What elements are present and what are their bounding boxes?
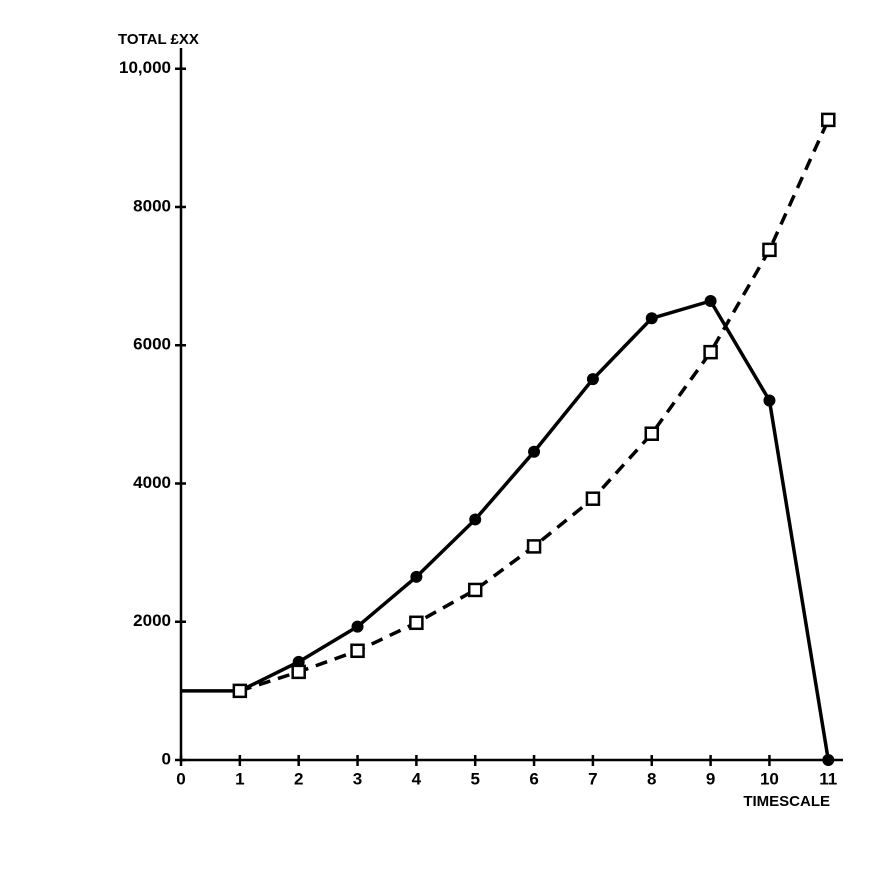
point — [644, 426, 660, 441]
y-tick-label: 2000 — [133, 611, 171, 630]
point — [526, 539, 542, 554]
point — [350, 643, 365, 659]
x-tick-label: 7 — [588, 769, 597, 788]
y-tick-label: 4000 — [133, 473, 171, 492]
point — [645, 312, 658, 325]
x-tick-label: 5 — [470, 769, 479, 788]
point — [469, 513, 482, 526]
y-tick-label: 0 — [162, 749, 171, 768]
series-line — [239, 119, 830, 693]
point — [763, 394, 776, 407]
x-axis-label: TIMESCALE — [743, 793, 830, 810]
x-tick-label: 0 — [176, 769, 185, 788]
point — [585, 491, 601, 506]
x-tick-label: 1 — [235, 769, 244, 788]
y-tick-label: 8000 — [133, 196, 171, 215]
x-tick-label: 9 — [706, 769, 715, 788]
x-tick-label: 2 — [294, 769, 303, 788]
x-tick-label: 6 — [529, 769, 538, 788]
y-tick-label: 10,000 — [119, 58, 171, 77]
x-tick-label: 8 — [647, 769, 656, 788]
point — [703, 344, 718, 360]
y-tick-label: 6000 — [133, 335, 171, 354]
x-tick-label: 11 — [819, 769, 837, 788]
x-tick-label: 3 — [353, 769, 362, 788]
y-axis-label: TOTAL £XX — [118, 31, 199, 48]
point — [704, 295, 717, 308]
point — [232, 683, 248, 699]
point — [467, 582, 483, 598]
point — [528, 445, 541, 458]
point — [762, 242, 777, 258]
series-line — [181, 298, 831, 761]
point — [351, 620, 364, 633]
point — [410, 570, 423, 583]
x-tick-label: 4 — [412, 769, 422, 788]
point — [409, 615, 424, 631]
point — [822, 754, 835, 766]
point — [586, 373, 599, 386]
point — [291, 664, 306, 680]
x-tick-label: 10 — [760, 769, 779, 788]
point — [821, 112, 836, 128]
